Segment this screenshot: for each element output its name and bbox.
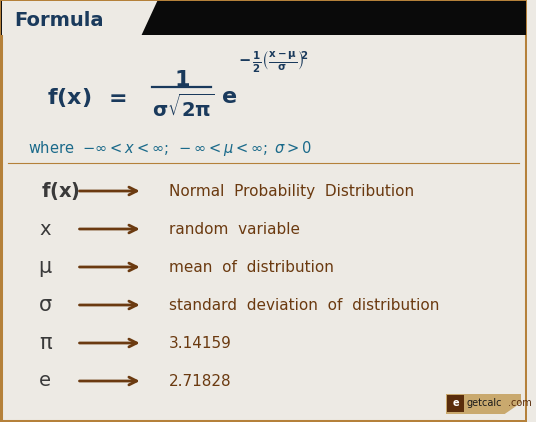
Text: mean  of  distribution: mean of distribution: [169, 260, 334, 274]
Text: random  variable: random variable: [169, 222, 300, 236]
Polygon shape: [2, 1, 157, 35]
Text: x: x: [40, 219, 51, 238]
Text: $\mathbf{f(x)}$: $\mathbf{f(x)}$: [47, 86, 92, 108]
Text: 2.71828: 2.71828: [169, 373, 232, 389]
Text: $\mathbf{1}$: $\mathbf{1}$: [174, 70, 190, 90]
Text: .com: .com: [508, 398, 532, 408]
Bar: [1, 1, 526, 35]
Bar: [448, 395, 464, 412]
Text: 3.14159: 3.14159: [169, 335, 232, 351]
Text: Formula: Formula: [14, 11, 103, 30]
Text: getcalc: getcalc: [466, 398, 502, 408]
Text: Normal  Probability  Distribution: Normal Probability Distribution: [169, 184, 414, 198]
Text: $\mathbf{e}$: $\mathbf{e}$: [221, 87, 237, 107]
Text: standard  deviation  of  distribution: standard deviation of distribution: [169, 298, 440, 313]
Text: $\mathbf{=}$: $\mathbf{=}$: [104, 87, 127, 107]
Bar: [446, 394, 521, 414]
Text: $\mathbf{-\,\frac{1}{2}\left(\frac{x-\mu}{\sigma}\right)^{\!\!2}}$: $\mathbf{-\,\frac{1}{2}\left(\frac{x-\mu…: [238, 49, 309, 75]
Text: μ: μ: [39, 257, 52, 277]
Text: e: e: [452, 398, 459, 408]
Text: σ: σ: [39, 295, 52, 315]
Text: π: π: [39, 333, 51, 353]
Polygon shape: [495, 400, 525, 420]
Text: where  $-\infty < x < \infty;\;-\infty < \mu < \infty;\;\sigma > 0$: where $-\infty < x < \infty;\;-\infty < …: [27, 138, 312, 157]
Text: $\mathbf{f(x)}$: $\mathbf{f(x)}$: [41, 180, 80, 202]
Text: e: e: [39, 371, 51, 390]
Text: $\mathbf{\sigma\sqrt{2\pi}}$: $\mathbf{\sigma\sqrt{2\pi}}$: [152, 93, 215, 121]
